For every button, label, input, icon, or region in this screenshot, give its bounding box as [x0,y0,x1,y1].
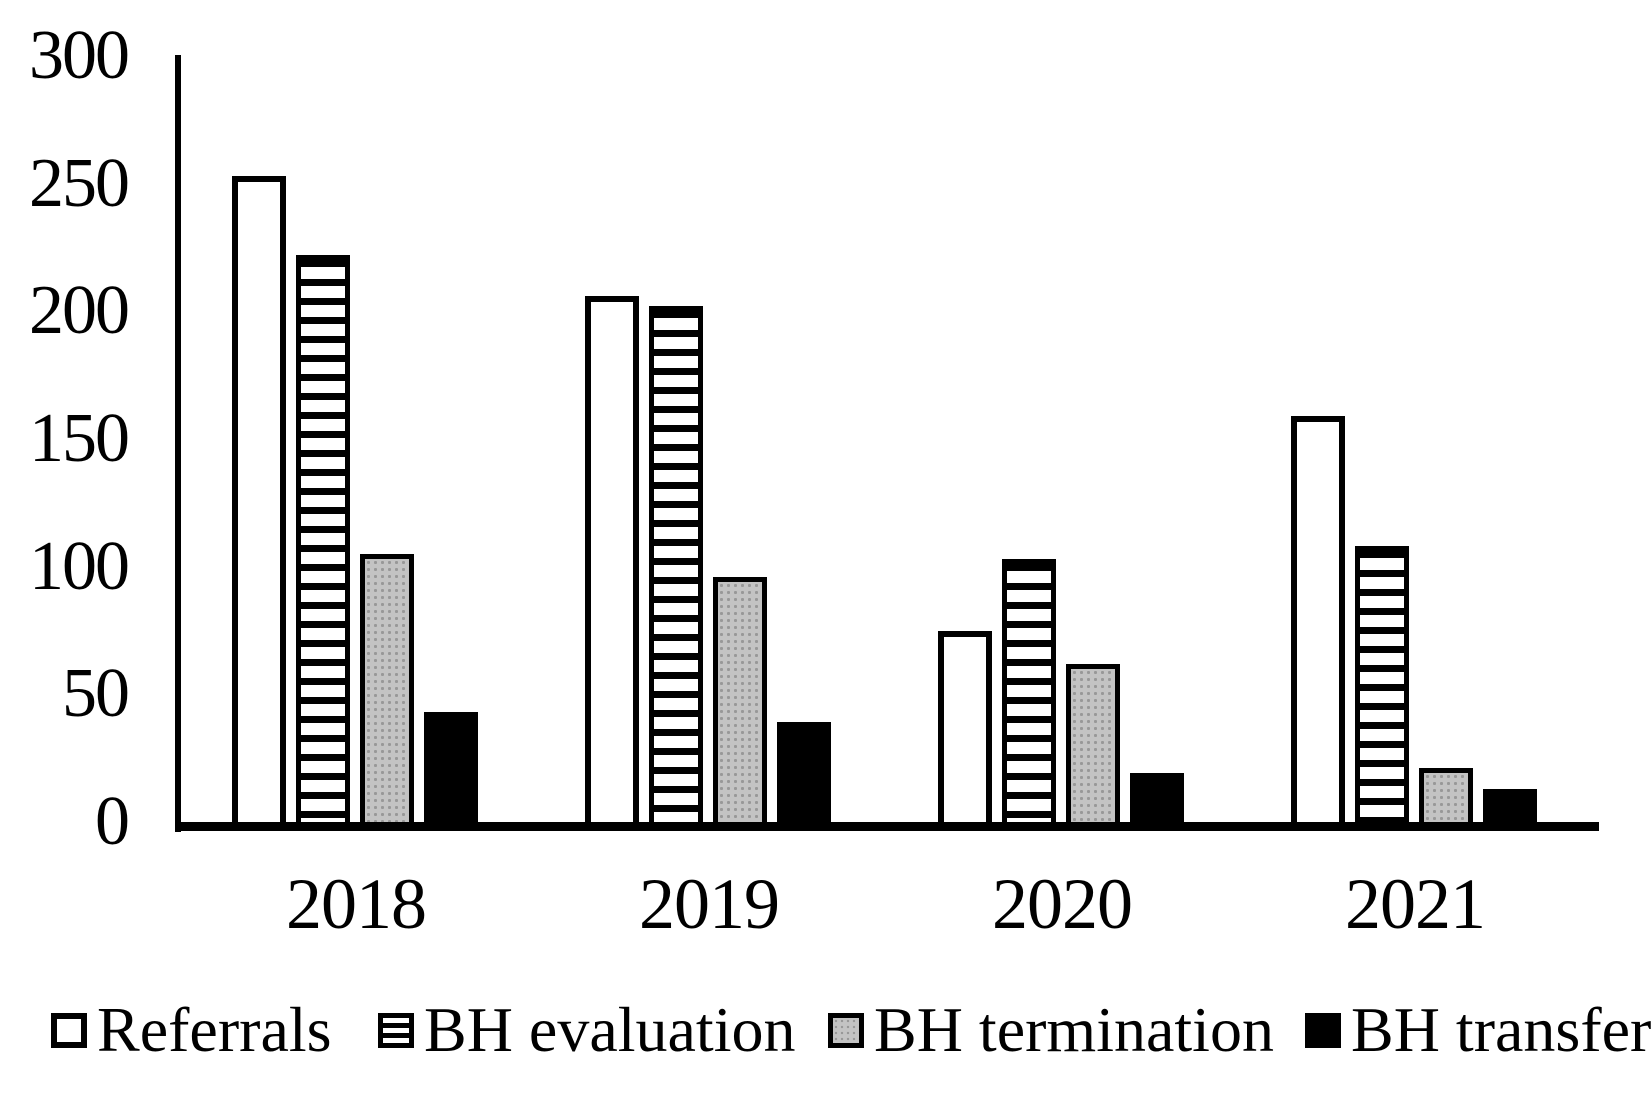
y-axis-line [175,55,181,832]
x-tick-label-2020: 2020 [992,864,1133,944]
legend-item-bh-termination: BH termination [828,998,1274,1062]
x-tick-label-2019: 2019 [639,864,780,944]
bar-bh-evaluation-2020 [1002,559,1056,828]
bar-bh-termination-2018 [360,553,414,828]
legend-item-referrals: Referrals [51,998,332,1062]
bar-bh-termination-2021 [1419,768,1473,828]
legend: Referrals BH evaluation BH termination B… [0,998,1651,1062]
legend-swatch-referrals [51,1012,87,1048]
bar-bh-termination-2020 [1066,663,1120,828]
legend-item-bh-evaluation: BH evaluation [378,998,795,1062]
y-axis-tick-labels: 0 50 100 150 200 250 300 [0,0,130,1095]
legend-swatch-bh-termination [828,1012,864,1048]
y-tick-label-200: 200 [29,272,130,350]
bar-bh-evaluation-2019 [649,306,703,828]
y-tick-label-0: 0 [95,783,130,860]
bar-referrals-2021 [1291,416,1345,828]
bar-bh-transfer-2021 [1483,788,1537,828]
x-tick-label-2021: 2021 [1345,864,1486,944]
bar-bh-evaluation-2021 [1355,546,1409,828]
x-axis-line [175,822,1599,831]
y-tick-label-50: 50 [62,655,130,733]
y-tick-label-300: 300 [29,17,130,94]
legend-item-bh-transfer: BH transfer [1305,998,1651,1062]
bar-bh-transfer-2018 [424,712,478,828]
bar-referrals-2020 [938,630,992,828]
legend-label-bh-evaluation: BH evaluation [424,994,796,1065]
bar-bh-termination-2019 [713,576,767,828]
legend-swatch-bh-transfer [1305,1012,1341,1048]
bar-bh-evaluation-2018 [296,255,350,828]
bar-bh-transfer-2019 [777,722,831,828]
legend-label-bh-termination: BH termination [874,994,1274,1065]
x-tick-label-2018: 2018 [286,864,427,944]
bar-referrals-2019 [585,296,639,828]
bar-bh-transfer-2020 [1130,773,1184,828]
legend-label-referrals: Referrals [97,994,332,1065]
y-tick-label-100: 100 [29,527,130,605]
legend-label-bh-transfer: BH transfer [1351,994,1651,1065]
bar-referrals-2018 [232,176,286,828]
y-tick-label-150: 150 [29,400,130,477]
legend-swatch-bh-evaluation [378,1012,414,1048]
y-tick-label-250: 250 [29,144,130,222]
